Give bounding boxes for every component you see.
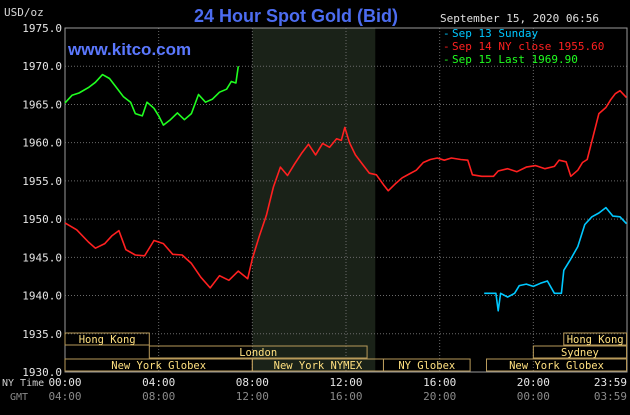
session-label: NY Globex [398, 360, 455, 372]
ny-time-tick: 08:00 [236, 376, 269, 389]
y-tick-label: 1940.0 [22, 290, 62, 303]
legend-marker: - [443, 53, 450, 66]
session-label: London [239, 347, 277, 359]
y-tick-label: 1945.0 [22, 251, 62, 264]
gmt-time-tick: 12:00 [236, 390, 269, 403]
session-label: New York NYMEX [274, 360, 363, 372]
gmt-time-tick: 04:00 [48, 390, 81, 403]
unit-label: USD/oz [4, 6, 44, 19]
session-label: New York Globex [509, 360, 604, 372]
y-tick-label: 1960.0 [22, 137, 62, 150]
series-line [64, 66, 240, 126]
legend: - Sep 13 Sunday- Sep 14 NY close 1955.60- S… [443, 27, 604, 66]
session-label: New York Globex [111, 360, 206, 372]
gmt-label: GMT [10, 392, 28, 403]
ny-time-tick: 20:00 [517, 376, 550, 389]
ny-time-tick: 12:00 [329, 376, 362, 389]
gmt-time-tick: 08:00 [142, 390, 175, 403]
session-label: Hong Kong [79, 334, 136, 346]
gridlines [65, 28, 627, 372]
ny-time-tick: 04:00 [142, 376, 175, 389]
y-axis-labels: 1930.0 1935.0 1940.0 1945.0 1950.0 1955.0 1960… [22, 22, 62, 379]
price-series [64, 66, 628, 312]
session-bar [148, 345, 368, 359]
session-bar [486, 358, 628, 372]
x-axis-labels: 00:0004:0004:0008:0008:0012:0012:0016:00… [48, 376, 627, 403]
legend-marker: - [443, 40, 450, 53]
series-line [64, 89, 628, 289]
kitco-watermark: www.kitco.com [67, 40, 191, 59]
chart-title: 24 Hour Spot Gold (Bid) [194, 6, 398, 26]
session-bar [382, 358, 471, 372]
timestamp: September 15, 2020 06:56 [440, 12, 599, 25]
ny-time-tick: 23:59 [594, 376, 627, 389]
nymex-session-shade [252, 28, 376, 372]
gmt-time-tick: 20:00 [423, 390, 456, 403]
y-tick-label: 1935.0 [22, 328, 62, 341]
legend-marker: - [443, 27, 450, 40]
ny-time-label: NY Time [2, 378, 44, 389]
ny-time-tick: 00:00 [48, 376, 81, 389]
gmt-time-tick: 16:00 [329, 390, 362, 403]
y-tick-label: 1930.0 [22, 366, 62, 379]
legend-entry: Sep 15 Last 1969.90 [452, 53, 578, 66]
plot-frame [64, 27, 628, 373]
session-bar [563, 332, 628, 346]
y-tick-label: 1970.0 [22, 60, 62, 73]
gmt-time-tick: 03:59 [594, 390, 627, 403]
legend-entry: Sep 13 Sunday [452, 27, 538, 40]
series-line [484, 206, 628, 312]
y-tick-label: 1975.0 [22, 22, 62, 35]
session-bar [532, 345, 628, 359]
ny-time-tick: 16:00 [423, 376, 456, 389]
session-label: Hong Kong [567, 334, 624, 346]
legend-entry: Sep 14 NY close 1955.60 [452, 40, 604, 53]
y-tick-label: 1950.0 [22, 213, 62, 226]
y-tick-label: 1955.0 [22, 175, 62, 188]
trading-sessions: Hong Kong London New York Globex New York N… [64, 332, 628, 372]
y-tick-label: 1965.0 [22, 98, 62, 111]
session-label: Sydney [561, 347, 599, 359]
session-bar [64, 332, 150, 346]
gmt-time-tick: 00:00 [517, 390, 550, 403]
